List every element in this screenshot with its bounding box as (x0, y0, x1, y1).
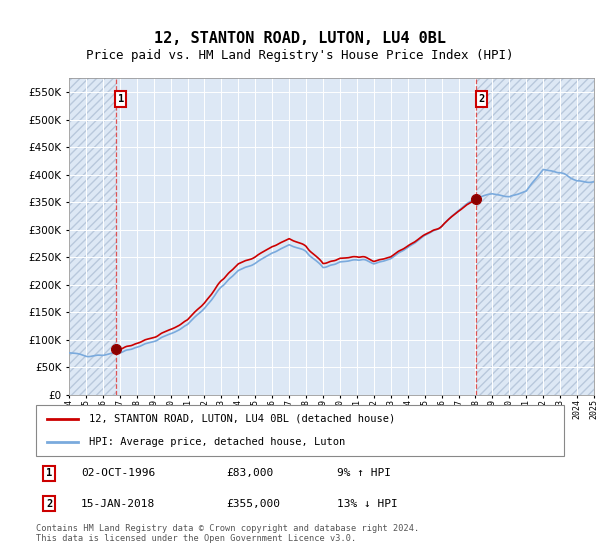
Text: 15-JAN-2018: 15-JAN-2018 (81, 499, 155, 509)
Text: Price paid vs. HM Land Registry's House Price Index (HPI): Price paid vs. HM Land Registry's House … (86, 49, 514, 62)
Text: 1: 1 (46, 468, 52, 478)
Text: £355,000: £355,000 (226, 499, 280, 509)
FancyBboxPatch shape (36, 405, 564, 456)
Text: 2: 2 (478, 94, 485, 104)
Text: HPI: Average price, detached house, Luton: HPI: Average price, detached house, Luto… (89, 437, 345, 447)
Text: £83,000: £83,000 (226, 468, 274, 478)
Text: 1: 1 (118, 94, 124, 104)
Text: 13% ↓ HPI: 13% ↓ HPI (337, 499, 398, 509)
Text: 12, STANTON ROAD, LUTON, LU4 0BL: 12, STANTON ROAD, LUTON, LU4 0BL (154, 31, 446, 46)
Text: 02-OCT-1996: 02-OCT-1996 (81, 468, 155, 478)
Text: 9% ↑ HPI: 9% ↑ HPI (337, 468, 391, 478)
Text: 2: 2 (46, 499, 52, 509)
Text: 12, STANTON ROAD, LUTON, LU4 0BL (detached house): 12, STANTON ROAD, LUTON, LU4 0BL (detach… (89, 414, 395, 424)
Text: Contains HM Land Registry data © Crown copyright and database right 2024.
This d: Contains HM Land Registry data © Crown c… (36, 524, 419, 543)
